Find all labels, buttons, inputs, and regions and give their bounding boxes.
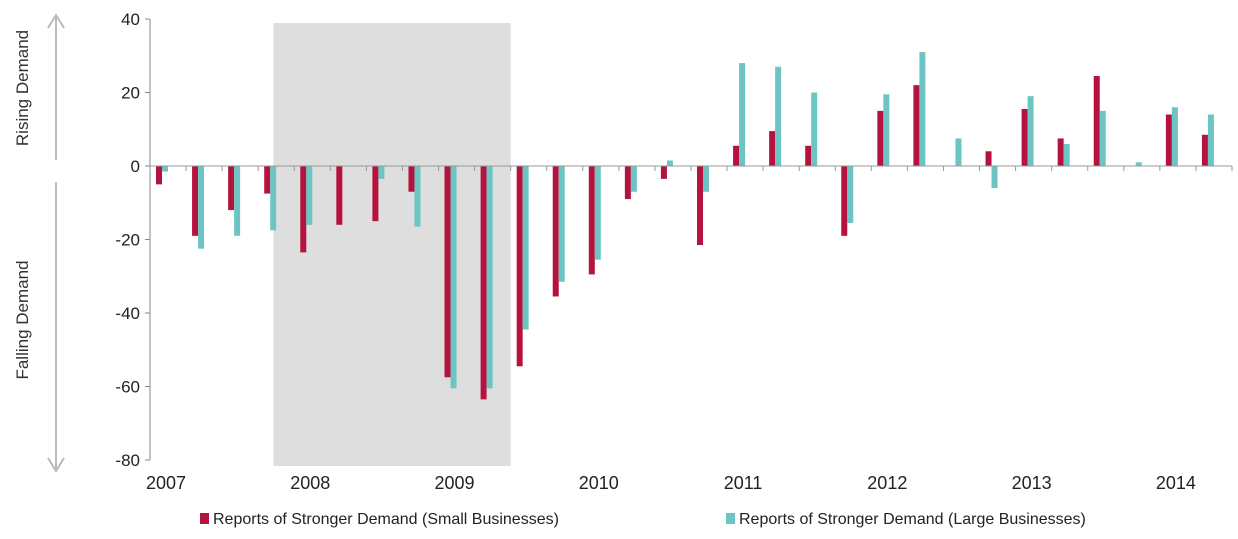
bar-large-business-2010Q4 <box>703 166 709 192</box>
bar-small-business-2014Q1 <box>1165 114 1172 166</box>
x-tick-label: 2007 <box>146 473 186 493</box>
bar-large-business-2008Q1 <box>306 166 313 225</box>
rising-arrow-head <box>47 13 65 29</box>
bar-large-business-2014Q1 <box>1171 107 1178 166</box>
bar-large-business-2009Q4 <box>558 166 565 282</box>
legend-swatch-small-business <box>200 513 209 524</box>
bar-small-business-2009Q1 <box>444 166 451 378</box>
bar-large-business-2010Q3 <box>666 160 673 166</box>
bar-large-business-2007Q2 <box>198 166 205 249</box>
bar-small-business-2013Q2 <box>1057 138 1064 166</box>
bar-large-business-2007Q1 <box>162 166 168 172</box>
bar-small-business-2008Q2 <box>336 166 343 225</box>
bar-large-business-2007Q3 <box>234 166 241 236</box>
legend-label-large-business: Reports of Stronger Demand (Large Busine… <box>739 511 1086 528</box>
y-tick-label: 20 <box>121 84 140 103</box>
bar-small-business-2011Q4 <box>841 166 848 236</box>
bar-small-business-2009Q2 <box>480 166 487 400</box>
bar-large-business-2011Q4 <box>847 166 854 223</box>
y-tick-label: 0 <box>131 157 140 176</box>
bar-small-business-2007Q2 <box>192 166 199 236</box>
bar-small-business-2008Q4 <box>408 166 415 192</box>
bar-large-business-2009Q1 <box>450 166 457 389</box>
bar-large-business-2008Q3 <box>378 166 385 179</box>
bar-large-business-2012Q4 <box>991 166 998 189</box>
x-tick-label: 2012 <box>867 473 907 493</box>
bar-large-business-2009Q3 <box>522 166 529 330</box>
bar-large-business-2011Q3 <box>811 92 818 166</box>
falling-arrow-head <box>47 457 65 473</box>
falling-demand-label: Falling Demand <box>13 260 32 379</box>
bar-large-business-2007Q4 <box>270 166 277 231</box>
bar-small-business-2010Q2 <box>624 166 631 200</box>
y-tick-label: 40 <box>121 10 140 29</box>
bar-small-business-2012Q2 <box>913 85 920 166</box>
x-tick-label: 2008 <box>290 473 330 493</box>
x-tick-label: 2014 <box>1156 473 1196 493</box>
bar-large-business-2011Q1 <box>739 63 746 166</box>
bar-small-business-2011Q1 <box>733 145 740 166</box>
bar-small-business-2010Q3 <box>660 166 667 179</box>
bar-small-business-2007Q4 <box>264 166 271 194</box>
x-tick-label: 2010 <box>579 473 619 493</box>
bar-small-business-2009Q4 <box>552 166 559 297</box>
y-tick-label: -60 <box>115 378 140 397</box>
x-tick-label: 2011 <box>724 473 763 493</box>
bar-large-business-2012Q2 <box>919 52 926 167</box>
bar-small-business-2008Q3 <box>372 166 379 222</box>
bar-small-business-2008Q1 <box>300 166 307 253</box>
bar-small-business-2007Q3 <box>228 166 235 211</box>
rising-demand-label: Rising Demand <box>13 30 32 146</box>
bar-small-business-2011Q3 <box>805 145 812 166</box>
bar-small-business-2012Q4 <box>985 151 992 166</box>
bar-small-business-2014Q2 <box>1201 134 1208 166</box>
bar-small-business-2010Q4 <box>697 166 703 246</box>
bar-large-business-2013Q4 <box>1135 162 1142 166</box>
legend-swatch-large-business <box>726 513 735 524</box>
recession-shading <box>273 23 511 466</box>
x-tick-label: 2013 <box>1012 473 1052 493</box>
bar-large-business-2013Q3 <box>1099 110 1106 166</box>
bar-small-business-2007Q1 <box>156 166 162 185</box>
bar-large-business-2008Q4 <box>414 166 421 227</box>
bar-small-business-2013Q3 <box>1093 75 1100 166</box>
bar-small-business-2010Q1 <box>588 166 595 275</box>
bar-large-business-2013Q2 <box>1063 143 1070 166</box>
bar-large-business-2010Q2 <box>630 166 637 192</box>
y-tick-label: -40 <box>115 304 140 323</box>
x-tick-label: 2009 <box>435 473 475 493</box>
bar-large-business-2009Q2 <box>486 166 493 389</box>
bar-small-business-2012Q1 <box>877 110 884 166</box>
bar-large-business-2012Q3 <box>955 138 962 166</box>
bar-large-business-2010Q1 <box>594 166 601 260</box>
bar-small-business-2013Q1 <box>1021 109 1028 166</box>
legend-label-small-business: Reports of Stronger Demand (Small Busine… <box>213 511 559 528</box>
bar-large-business-2014Q2 <box>1207 114 1214 166</box>
y-tick-label: -20 <box>115 231 140 250</box>
bar-small-business-2011Q2 <box>769 131 776 166</box>
y-tick-label: -80 <box>115 451 140 470</box>
bar-large-business-2012Q1 <box>883 94 890 166</box>
bar-large-business-2011Q2 <box>775 66 782 166</box>
bar-large-business-2013Q1 <box>1027 96 1034 166</box>
bar-small-business-2009Q3 <box>516 166 523 367</box>
